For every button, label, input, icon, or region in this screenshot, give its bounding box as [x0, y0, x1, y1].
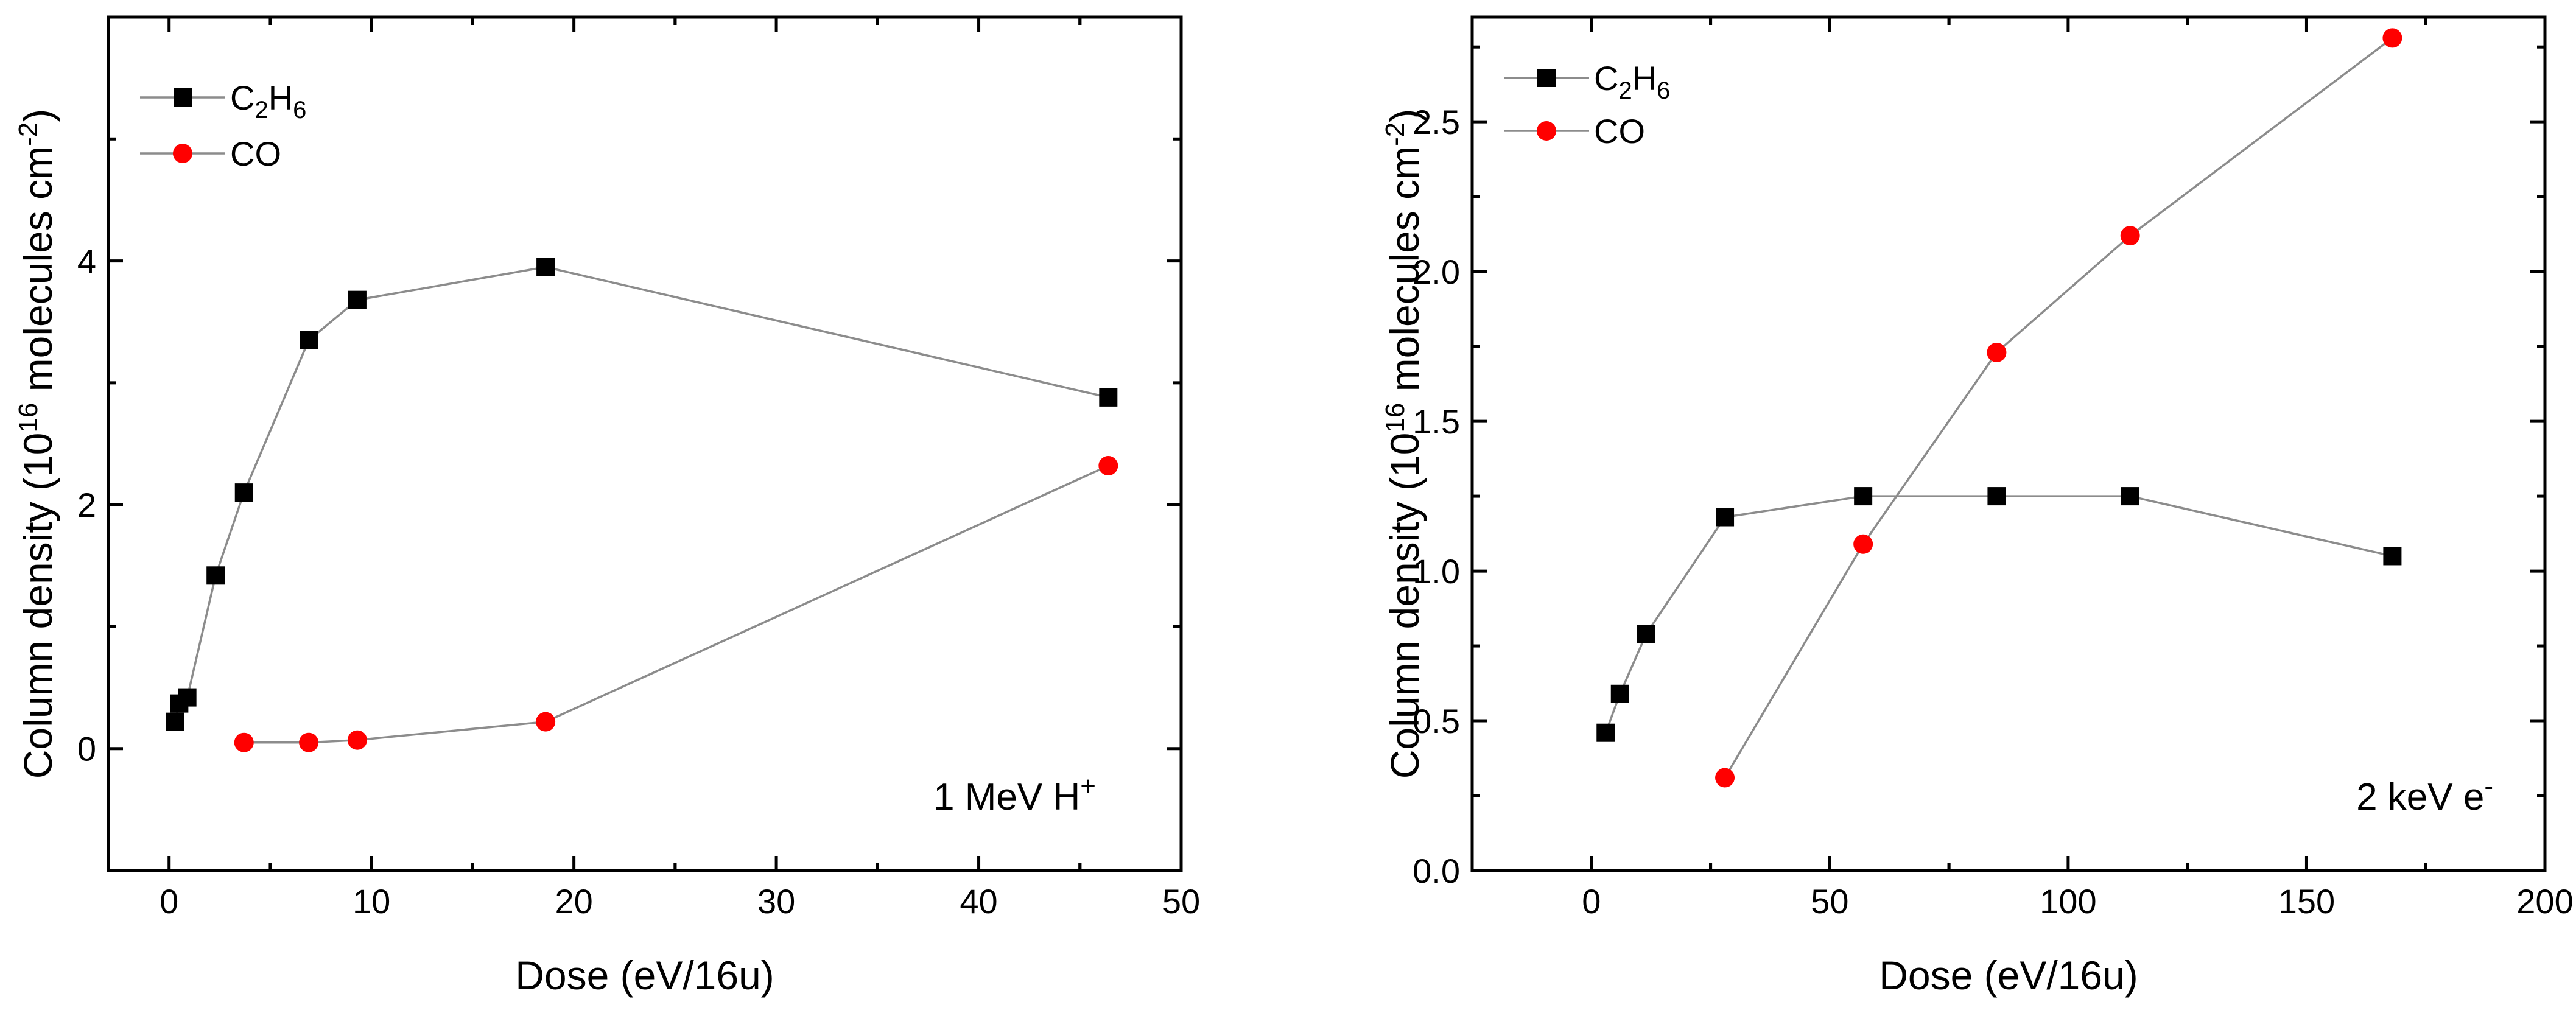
data-point-c2h6	[1854, 487, 1873, 506]
y-tick-label: 0	[77, 730, 96, 768]
data-point-c2h6	[1637, 625, 1655, 643]
legend-label: C2H6	[230, 79, 306, 124]
x-axis-label: Dose (eV/16u)	[515, 953, 774, 998]
legend-label: CO	[230, 135, 281, 173]
legend-marker	[1537, 69, 1556, 87]
y-axis-label: Column density (1016 molecules cm-2)	[1380, 109, 1427, 779]
legend-label: CO	[1594, 112, 1645, 150]
x-tick-label: 0	[160, 882, 178, 920]
legend-label-text: C	[230, 79, 254, 117]
y-axis-label: Column density (1016 molecules cm-2)	[13, 109, 60, 779]
x-tick-label: 10	[353, 882, 390, 920]
x-axis-label: Dose (eV/16u)	[1879, 953, 2138, 998]
data-point-co	[2382, 28, 2402, 48]
data-point-c2h6	[1716, 508, 1735, 527]
y-tick-label: 0.5	[1413, 702, 1460, 740]
y-axis-label-text: molecules cm	[1382, 146, 1427, 403]
data-point-co	[1715, 768, 1735, 788]
legend-label-text: H	[1632, 59, 1657, 97]
data-point-c2h6	[1610, 684, 1629, 703]
legend-label-subscript: 2	[254, 97, 268, 124]
data-point-c2h6	[234, 483, 253, 502]
data-point-co	[1853, 534, 1873, 554]
data-point-c2h6	[2383, 547, 2402, 566]
y-axis-label-text: Column density (10	[15, 433, 60, 779]
series-line-co	[1724, 37, 2393, 779]
y-tick-label: 4	[77, 242, 96, 281]
y-tick-label: 1.5	[1413, 402, 1460, 441]
data-point-co	[2120, 226, 2140, 246]
annotation-text: 2 keV e	[2356, 776, 2484, 818]
y-tick-label: 2.0	[1413, 253, 1460, 291]
data-point-c2h6	[178, 688, 197, 707]
annotation-superscript: +	[1080, 771, 1096, 801]
data-point-c2h6	[1987, 487, 2006, 506]
x-tick-label: 200	[2516, 882, 2573, 920]
data-point-c2h6	[1099, 388, 1118, 407]
legend-label-subscript: 2	[1618, 77, 1632, 104]
y-tick-label: 0.0	[1413, 852, 1460, 890]
y-tick-label: 2.5	[1413, 103, 1460, 141]
annotation-text: 1 MeV H	[933, 776, 1080, 818]
data-point-c2h6	[300, 331, 318, 349]
data-point-co	[347, 730, 367, 750]
series-line-co	[244, 464, 1109, 744]
series-line-c2h6	[1604, 495, 2393, 734]
x-tick-label: 50	[1162, 882, 1200, 920]
y-axis-label-exponent: 16	[13, 403, 43, 433]
data-point-c2h6	[166, 712, 184, 731]
legend-label: C2H6	[1594, 59, 1670, 104]
x-tick-label: 150	[2278, 882, 2335, 920]
legend-label-subscript: 6	[293, 97, 306, 124]
legend-label-text: C	[1594, 59, 1618, 97]
legend-marker	[1537, 121, 1556, 141]
y-axis-label-text: Column density (10	[1382, 433, 1427, 779]
data-point-co	[299, 732, 319, 752]
data-point-c2h6	[348, 290, 367, 309]
x-tick-label: 100	[2040, 882, 2096, 920]
data-point-co	[536, 712, 556, 732]
y-tick-label: 1.0	[1413, 552, 1460, 591]
data-point-co	[1098, 456, 1118, 476]
y-axis-label-exponent: -2	[1380, 122, 1410, 146]
y-axis-label-text: )	[15, 109, 60, 122]
y-axis-label-exponent: -2	[13, 122, 43, 146]
legend-marker	[173, 144, 192, 163]
y-axis-label-text: )	[1382, 109, 1427, 122]
data-point-c2h6	[1596, 723, 1615, 742]
y-axis-label-exponent: 16	[1380, 403, 1410, 433]
legend-label-text: CO	[1594, 112, 1645, 150]
x-tick-label: 40	[960, 882, 997, 920]
legend-label-text: H	[268, 79, 293, 117]
plot-frame	[107, 15, 1183, 872]
x-tick-label: 0	[1582, 882, 1601, 920]
data-point-c2h6	[536, 258, 555, 276]
annotation-superscript: -	[2484, 771, 2493, 801]
chart-panel-1: 0 10 20 30 40 50 0 2 4 Dose (eV/16u) Column densit…	[13, 15, 1200, 998]
data-point-co	[234, 732, 254, 752]
data-point-c2h6	[206, 566, 225, 585]
legend-marker	[174, 88, 192, 107]
plot-frame	[1470, 15, 2547, 872]
y-axis-label-text: molecules cm	[15, 146, 60, 403]
data-point-co	[1987, 342, 2007, 362]
y-tick-label: 2	[77, 486, 96, 524]
legend-label-subscript: 6	[1657, 77, 1670, 104]
data-point-c2h6	[2121, 487, 2139, 506]
panel-annotation: 1 MeV H+	[933, 771, 1096, 818]
panel-annotation: 2 keV e-	[2356, 771, 2493, 818]
legend-label-text: CO	[230, 135, 281, 173]
x-tick-label: 50	[1811, 882, 1848, 920]
x-tick-label: 20	[555, 882, 592, 920]
x-tick-label: 30	[757, 882, 795, 920]
chart-panel-2: 0 50 100 150 200 0.0 0.5 1.0 1.5 2.0 2.5 Dose (eV/1…	[1380, 15, 2574, 998]
